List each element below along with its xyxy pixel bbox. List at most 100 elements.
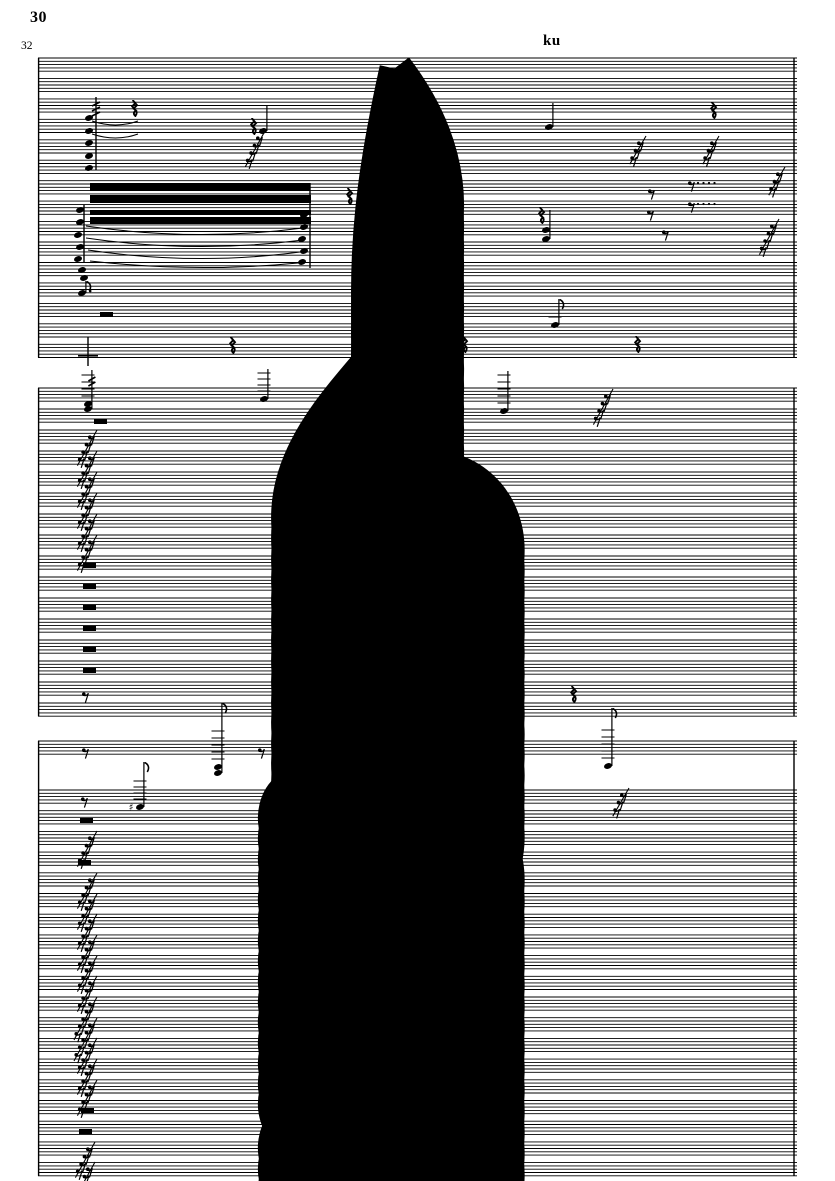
note-event	[257, 369, 271, 402]
staff	[38, 492, 797, 1181]
note-head	[214, 764, 222, 770]
tremolo-slash	[88, 376, 96, 382]
eighth-rest-icon	[82, 748, 89, 759]
staff	[38, 282, 797, 1094]
eighth-rest-icon	[82, 692, 89, 703]
note-head	[411, 142, 419, 148]
erest-stack-event	[76, 450, 98, 490]
staff	[38, 98, 797, 910]
note-head	[411, 257, 419, 263]
wrest-event	[83, 647, 96, 652]
note-head	[300, 248, 308, 254]
eighth-rest-icon	[81, 797, 88, 808]
staff	[38, 618, 797, 1181]
erest-stack-event	[702, 135, 720, 167]
staccato-dot	[696, 202, 700, 206]
note-head	[85, 153, 93, 159]
whole-rest-icon	[83, 563, 96, 568]
whole-rest-icon	[83, 605, 96, 610]
staff	[38, 471, 797, 1181]
staccato-dot	[707, 202, 711, 206]
note-head	[84, 406, 92, 412]
staccato-dot	[702, 202, 705, 206]
eighth-rest-icon	[258, 748, 265, 759]
whole-rest-icon	[83, 626, 96, 631]
staff	[38, 323, 797, 1135]
note-head	[504, 754, 512, 760]
wrest-event	[100, 312, 113, 317]
erest-stack-event	[244, 130, 266, 170]
erest-event	[662, 230, 669, 241]
staff	[38, 513, 797, 1181]
note-head	[76, 207, 84, 213]
erest-event	[81, 797, 88, 808]
tremolo-slash	[88, 381, 96, 387]
note-head	[409, 211, 417, 217]
staccato-dot	[713, 202, 716, 206]
sharp-icon: ♯	[497, 747, 502, 758]
cluster-bar	[90, 183, 310, 191]
staff	[38, 789, 797, 1181]
note-head	[84, 401, 92, 407]
whole-rest-icon	[100, 312, 113, 317]
staff	[38, 159, 797, 971]
staff	[38, 429, 797, 1181]
erest-stack-event	[73, 1017, 98, 1064]
erest-stack-event	[76, 872, 98, 912]
qrest-event	[710, 102, 717, 119]
staff	[38, 118, 797, 930]
staff	[38, 534, 797, 1181]
wrest-event	[83, 563, 96, 568]
note-head	[136, 804, 144, 810]
note-head	[298, 259, 306, 265]
wrest-event	[94, 419, 107, 424]
staff	[38, 576, 797, 1181]
tremolo-slash	[91, 106, 101, 112]
note-head	[376, 757, 384, 763]
staff	[38, 597, 797, 1181]
note-head	[214, 770, 222, 776]
wrest-event	[83, 584, 96, 589]
note-head	[604, 763, 612, 769]
staff	[38, 387, 797, 1181]
staff	[38, 1162, 797, 1181]
staff	[38, 955, 797, 1181]
tie-slur	[91, 133, 139, 139]
note-event	[545, 103, 554, 130]
dots-event	[688, 202, 716, 213]
qrest-event	[538, 207, 545, 224]
note-head	[551, 322, 559, 328]
note-head	[85, 140, 93, 146]
erest-stack-event	[76, 429, 98, 469]
tie-slur	[85, 237, 304, 248]
note-head	[85, 165, 93, 171]
staff	[38, 1100, 797, 1181]
note-event	[411, 115, 420, 161]
note-head	[260, 396, 268, 402]
staff	[38, 934, 797, 1181]
staff	[38, 893, 797, 1181]
staff	[38, 450, 797, 1181]
erest-stack-event	[76, 513, 98, 553]
page-number: 30	[30, 9, 47, 26]
erest-event	[648, 189, 655, 200]
erest-stack-event	[612, 787, 630, 819]
staff	[38, 996, 797, 1181]
eighth-rest-icon	[647, 210, 654, 221]
erest-event	[647, 210, 654, 221]
erest-stack-event	[76, 934, 98, 974]
erest-stack-event	[76, 893, 98, 933]
note-event	[211, 703, 228, 776]
erest-stack-event	[76, 471, 98, 511]
cluster-bar	[90, 217, 311, 224]
wrest-event	[80, 818, 93, 823]
eighth-flag-icon	[558, 299, 565, 310]
note-event	[411, 227, 420, 263]
augmentation-dot	[88, 289, 92, 293]
erest-stack-event	[73, 996, 98, 1043]
staff	[38, 57, 797, 869]
whole-rest-icon	[81, 1108, 94, 1113]
staff	[38, 872, 797, 1181]
staccato-dot	[707, 181, 711, 185]
staff	[38, 975, 797, 1181]
